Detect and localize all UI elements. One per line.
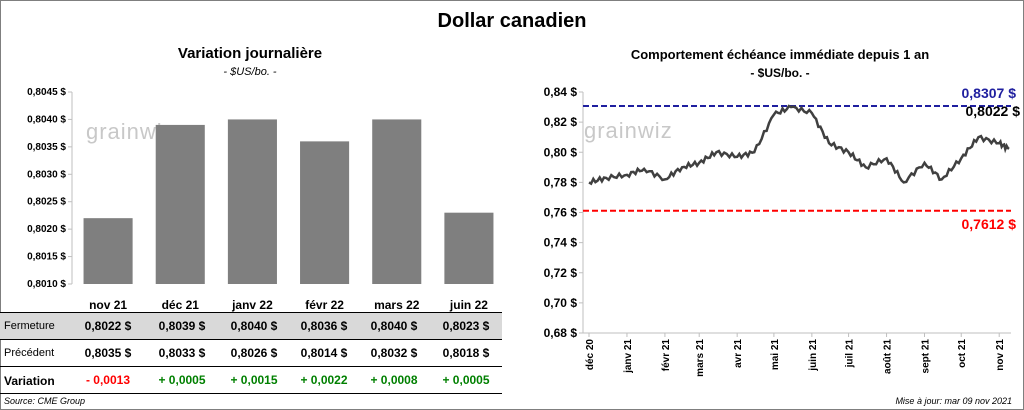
table-cell: + 0,0022 xyxy=(300,373,348,387)
table-cell: 0,8026 $ xyxy=(230,346,278,360)
table-cell: 0,8036 $ xyxy=(300,319,348,333)
table-cell: 0,8040 $ xyxy=(230,319,278,333)
table-cell: 0,8018 $ xyxy=(442,346,490,360)
bar-x-tick-label: févr 22 xyxy=(305,298,344,312)
bar-y-tick-label: 0,8015 $ xyxy=(27,252,66,263)
bar-chart: grainwiz 0,8010 $0,8015 $0,8020 $0,8025 … xyxy=(27,87,494,312)
line-x-tick-label: nov 21 xyxy=(995,339,1006,371)
table-cell: 0,8032 $ xyxy=(370,346,418,360)
line-x-tick-label: févr 21 xyxy=(661,339,672,372)
line-x-tick-label: oct 21 xyxy=(957,339,968,368)
table-cell: 0,8040 $ xyxy=(370,319,418,333)
bar-y-tick-label: 0,8030 $ xyxy=(27,169,66,180)
bar-y-tick-label: 0,8040 $ xyxy=(27,114,66,125)
last-value-label: 0,8022 $ xyxy=(966,103,1021,119)
bar-y-tick-label: 0,8020 $ xyxy=(27,224,66,235)
bar xyxy=(444,212,494,284)
table-cell: + 0,0005 xyxy=(158,373,206,387)
bar-x-tick-label: déc 21 xyxy=(162,298,200,312)
row-label: Précédent xyxy=(4,347,55,359)
line-x-tick-label: juil 21 xyxy=(845,339,856,369)
line-y-tick-label: 0,76 $ xyxy=(544,206,578,220)
line-y-tick-label: 0,70 $ xyxy=(544,296,578,310)
line-chart: grainwiz 0,68 $0,70 $0,72 $0,74 $0,76 $0… xyxy=(544,85,1021,377)
line-x-tick-label: janv 21 xyxy=(623,339,634,374)
line-x-tick-label: mars 21 xyxy=(695,339,706,377)
table-cell: 0,8039 $ xyxy=(158,319,206,333)
table-row-fermeture: Fermeture 0,8022 $ 0,8039 $ 0,8040 $ 0,8… xyxy=(0,313,502,339)
line-series-path xyxy=(588,104,1010,186)
line-y-tick-label: 0,78 $ xyxy=(544,175,578,189)
line-x-tick-label: août 21 xyxy=(883,339,894,374)
bar-y-axis: 0,8010 $ 0,8015 $ 0,8020 $ 0,8025 $ 0,8030 $… xyxy=(27,87,73,290)
line-x-axis: déc 20 janv 21 févr 21 mars 21 avr 21 mai 21 j… xyxy=(585,333,1006,377)
table-row-variation: Variation - 0,0013 + 0,0005 + 0,0015 + 0… xyxy=(0,367,502,393)
table-cell: - 0,0013 xyxy=(85,373,131,387)
grainwiz-watermark: grainwiz xyxy=(584,118,673,143)
table-bottom-border xyxy=(0,393,502,394)
table-cell: 0,8022 $ xyxy=(84,319,132,333)
bar-chart-subtitle: - $US/bo. - xyxy=(223,66,277,78)
line-y-tick-label: 0,84 $ xyxy=(544,85,578,99)
line-y-tick-label: 0,68 $ xyxy=(544,326,578,340)
low-value-label: 0,7612 $ xyxy=(962,216,1017,232)
line-x-tick-label: juin 21 xyxy=(808,339,819,372)
table-top-border xyxy=(0,312,502,313)
bar-x-tick-label: nov 21 xyxy=(89,298,127,312)
bar-y-tick-label: 0,8010 $ xyxy=(27,279,66,290)
table-divider xyxy=(0,366,502,367)
line-x-tick-label: sept 21 xyxy=(921,339,932,374)
bar xyxy=(83,218,133,284)
line-x-tick-label: avr 21 xyxy=(733,339,744,368)
table-cell: + 0,0005 xyxy=(442,373,490,387)
bar-x-tick-label: mars 22 xyxy=(374,298,420,312)
bar xyxy=(372,119,422,284)
bar-x-axis: nov 21 déc 21 janv 22 févr 22 mars 22 juin 22 xyxy=(89,298,488,312)
bar-x-tick-label: janv 22 xyxy=(231,298,273,312)
line-y-tick-label: 0,72 $ xyxy=(544,266,578,280)
line-chart-subtitle: - $US/bo. - xyxy=(750,66,810,80)
table-cell: 0,8014 $ xyxy=(300,346,348,360)
table-row-precedent: Précédent 0,8035 $ 0,8033 $ 0,8026 $ 0,8… xyxy=(0,340,502,366)
bar xyxy=(155,124,205,285)
bar-x-tick-label: juin 22 xyxy=(449,298,488,312)
update-note: Mise à jour: mar 09 nov 2021 xyxy=(895,396,1012,406)
line-x-tick-label: déc 20 xyxy=(585,339,596,371)
bar-y-tick-label: 0,8025 $ xyxy=(27,197,66,208)
high-value-label: 0,8307 $ xyxy=(962,85,1017,101)
line-y-tick-label: 0,82 $ xyxy=(544,115,578,129)
table-cell: 0,8023 $ xyxy=(442,319,490,333)
bar xyxy=(227,119,277,284)
table-cell: + 0,0008 xyxy=(370,373,418,387)
line-reference-lines xyxy=(583,105,1011,212)
bar-chart-title: Variation journalière xyxy=(177,45,323,62)
bar xyxy=(300,141,350,284)
page-title: Dollar canadien xyxy=(437,10,587,32)
line-x-tick-label: mai 21 xyxy=(770,339,781,371)
line-y-tick-label: 0,74 $ xyxy=(544,236,578,250)
line-y-tick-label: 0,80 $ xyxy=(544,145,578,159)
source-note: Source: CME Group xyxy=(4,396,86,406)
line-y-axis: 0,68 $ 0,70 $ 0,72 $ 0,74 $ 0,76 $ 0,78 $ 0,80… xyxy=(544,85,1011,340)
line-chart-title: Comportement échéance immédiate depuis 1… xyxy=(630,47,930,62)
table-divider xyxy=(0,339,502,340)
table-cell: 0,8035 $ xyxy=(84,346,132,360)
bar-series xyxy=(83,119,494,285)
bar-y-tick-label: 0,8045 $ xyxy=(27,87,66,98)
row-label: Variation xyxy=(4,374,55,388)
table-cell: 0,8033 $ xyxy=(158,346,206,360)
table-cell: + 0,0015 xyxy=(230,373,278,387)
bar-y-tick-label: 0,8035 $ xyxy=(27,142,66,153)
row-label: Fermeture xyxy=(4,320,55,332)
